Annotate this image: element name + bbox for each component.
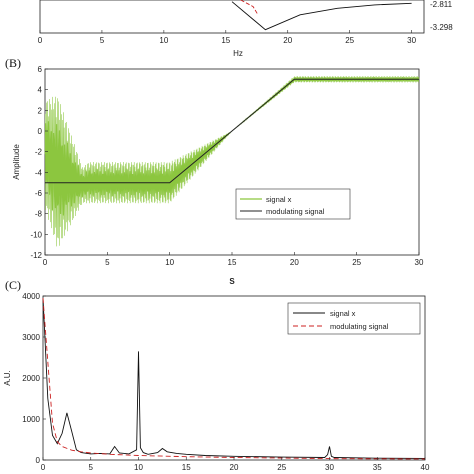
panel-a-series: [231, 0, 412, 31]
panel-b-y-label: Amplitude: [12, 144, 21, 180]
panel-b-series: [44, 76, 420, 247]
panel-a-x-tick-label: 0: [38, 36, 43, 45]
panel-c-y-tick-label: 1000: [22, 415, 40, 424]
panel-c-x-ticks: 0 5 10 15 20 25 30 35 40: [41, 457, 430, 472]
panel-c-x-tick-label: 5: [89, 463, 94, 472]
panel-a-frame: [39, 0, 425, 34]
panel-b-y-tick-label: -6: [35, 189, 43, 198]
panel-a-right-label-1: -2.811: [430, 0, 453, 9]
panel-b-x-tick-label: 15: [228, 258, 237, 267]
panel-a-x-tick-label: 20: [283, 36, 292, 45]
panel-b-x-tick-label: 5: [105, 258, 110, 267]
panel-c-y-label: A.U.: [3, 370, 12, 386]
panel-c-x-tick-label: 40: [421, 463, 430, 472]
panel-c-x-tick-label: 30: [325, 463, 334, 472]
panel-b-y-tick-label: 6: [38, 65, 43, 74]
panel-b-legend: signal x modulating signal: [235, 188, 351, 220]
panel-b-x-tick-label: 20: [290, 258, 299, 267]
panel-c-x-tick-label: 10: [134, 463, 143, 472]
panel-b: (B) 0 5 10 15 20 25 30 -12 -10 -8 -6 -4 -2 0 2 4 6 S Am…: [5, 56, 424, 286]
panel-a: 0 5 10 15 20 25 30 Hz -2.811 -3.298: [38, 0, 453, 58]
panel-c-y-tick-label: 0: [36, 456, 41, 465]
panel-c-y-ticks: 0 1000 2000 3000 4000: [22, 292, 46, 465]
panel-b-x-tick-label: 25: [352, 258, 361, 267]
panel-a-series-line-2: [240, 0, 259, 16]
panel-b-legend-signal: signal x: [266, 195, 292, 204]
panel-b-modulating-signal-line: [45, 78, 419, 184]
panel-b-y-tick-label: 2: [38, 106, 43, 115]
panel-b-x-tick-label: 0: [43, 258, 48, 267]
panel-c: (C) 0 5 10 15 20 25 30 35 40 0 1000 2000 3000 4000 A…: [3, 278, 430, 472]
panel-b-y-tick-label: -2: [35, 148, 43, 157]
panel-c-x-tick-label: 35: [373, 463, 382, 472]
panel-b-signal-x-line: [44, 76, 420, 247]
panel-b-y-tick-label: 4: [38, 86, 43, 95]
panel-b-y-tick-label: -8: [35, 210, 43, 219]
panel-b-x-label: S: [229, 277, 235, 286]
panel-a-x-tick-label: 5: [100, 36, 105, 45]
panel-b-label: (B): [5, 56, 21, 70]
panel-b-y-tick-label: 0: [38, 127, 43, 136]
panel-a-x-tick-label: 25: [345, 36, 354, 45]
panel-a-x-label: Hz: [233, 49, 243, 58]
panel-b-frame: [44, 68, 420, 256]
panel-a-x-tick-label: 30: [407, 36, 416, 45]
panel-c-y-tick-label: 2000: [22, 374, 40, 383]
panel-c-x-tick-label: 20: [230, 463, 239, 472]
panel-b-y-tick-label: -12: [30, 251, 42, 260]
panel-b-legend-box: [235, 188, 351, 220]
panel-c-x-tick-label: 0: [41, 463, 46, 472]
panel-b-y-tick-label: -10: [30, 230, 42, 239]
panel-c-legend-signal: signal x: [330, 309, 356, 318]
panel-b-x-tick-label: 30: [415, 258, 424, 267]
panel-a-x-tick-label: 15: [221, 36, 230, 45]
panel-c-x-tick-label: 15: [182, 463, 191, 472]
panel-a-series-line-1: [231, 1, 412, 31]
panel-b-x-ticks: 0 5 10 15 20 25 30: [43, 252, 424, 267]
panel-b-legend-modulating: modulating signal: [266, 207, 325, 216]
panel-c-signal-x-line: [42, 297, 426, 459]
panel-b-y-ticks: -12 -10 -8 -6 -4 -2 0 2 4 6: [30, 65, 48, 260]
panel-c-label: (C): [5, 278, 21, 292]
panel-c-legend: signal x modulating signal: [287, 302, 421, 335]
panel-c-legend-box: [287, 302, 421, 335]
panel-a-x-ticks: 0 5 10 15 20 25 30: [38, 30, 417, 45]
panel-c-y-tick-label: 3000: [22, 333, 40, 342]
panel-c-x-tick-label: 25: [277, 463, 286, 472]
panel-b-y-tick-label: -4: [35, 168, 43, 177]
panel-a-x-tick-label: 10: [159, 36, 168, 45]
panel-c-modulating-signal-line: [42, 297, 426, 460]
panel-b-x-tick-label: 10: [165, 258, 174, 267]
panel-c-y-tick-label: 4000: [22, 292, 40, 301]
panel-a-right-label-2: -3.298: [430, 23, 453, 32]
panel-c-legend-modulating: modulating signal: [330, 322, 389, 331]
panel-c-series: [42, 297, 426, 460]
